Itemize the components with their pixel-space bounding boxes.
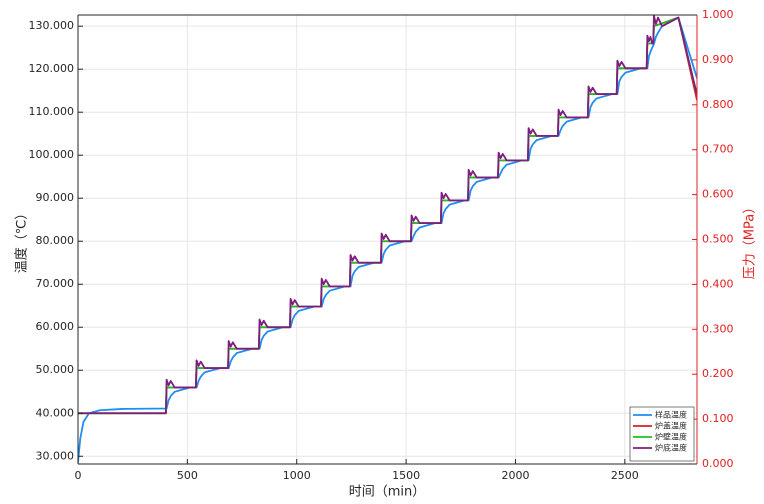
- x-tick-label: 2000: [501, 469, 529, 482]
- series-line: [78, 15, 697, 415]
- y-tick-label: 30.000: [36, 449, 75, 462]
- y-tick-label: 130.000: [29, 19, 75, 32]
- y2-tick-label: 0.200: [702, 367, 734, 380]
- x-tick-label: 1500: [392, 469, 420, 482]
- y-tick-label: 50.000: [36, 363, 75, 376]
- lines: [78, 15, 697, 463]
- y2-tick-label: 0.300: [702, 322, 734, 335]
- y2-tick-label: 0.100: [702, 412, 734, 425]
- y-tick-label: 40.000: [36, 406, 75, 419]
- y-tick-label: 120.000: [29, 62, 75, 75]
- x-axis-title: 时间（min）: [349, 485, 426, 500]
- y2-tick-label: 0.800: [702, 98, 734, 111]
- y2-tick-label: 0.400: [702, 277, 734, 290]
- axes: 0 500 1000 1500 2000 2500 30.000 40.000 50.000 60…: [29, 8, 734, 482]
- y2-axis-title: 压力（MPa）: [743, 201, 758, 279]
- y2-tick-label: 0.500: [702, 233, 734, 246]
- y-tick-label: 70.000: [36, 277, 75, 290]
- y2-tick-label: 0.600: [702, 188, 734, 201]
- y-tick-label: 90.000: [36, 191, 75, 204]
- y-tick-label: 100.000: [29, 148, 75, 161]
- legend-label: 炉壁温度: [655, 432, 687, 442]
- y2-tick-label: 0.900: [702, 53, 734, 66]
- y2-tick-label: 0.000: [702, 457, 734, 470]
- legend-label: 炉盖温度: [655, 421, 687, 431]
- x-tick-label: 2500: [611, 469, 639, 482]
- legend-label: 炉底温度: [655, 443, 687, 453]
- y-tick-label: 110.000: [29, 105, 75, 118]
- y-tick-label: 80.000: [36, 234, 75, 247]
- y-tick-label: 60.000: [36, 320, 75, 333]
- y2-tick-label: 1.000: [702, 8, 734, 21]
- x-tick-label: 1000: [283, 469, 311, 482]
- legend-label: 样品温度: [655, 410, 687, 420]
- grid: [77, 15, 697, 464]
- y-axis-title: 温度（℃）: [14, 207, 30, 274]
- x-tick-label: 0: [75, 469, 82, 482]
- y2-tick-label: 0.700: [702, 143, 734, 156]
- legend-box: [629, 406, 695, 462]
- x-tick-label: 500: [177, 469, 198, 482]
